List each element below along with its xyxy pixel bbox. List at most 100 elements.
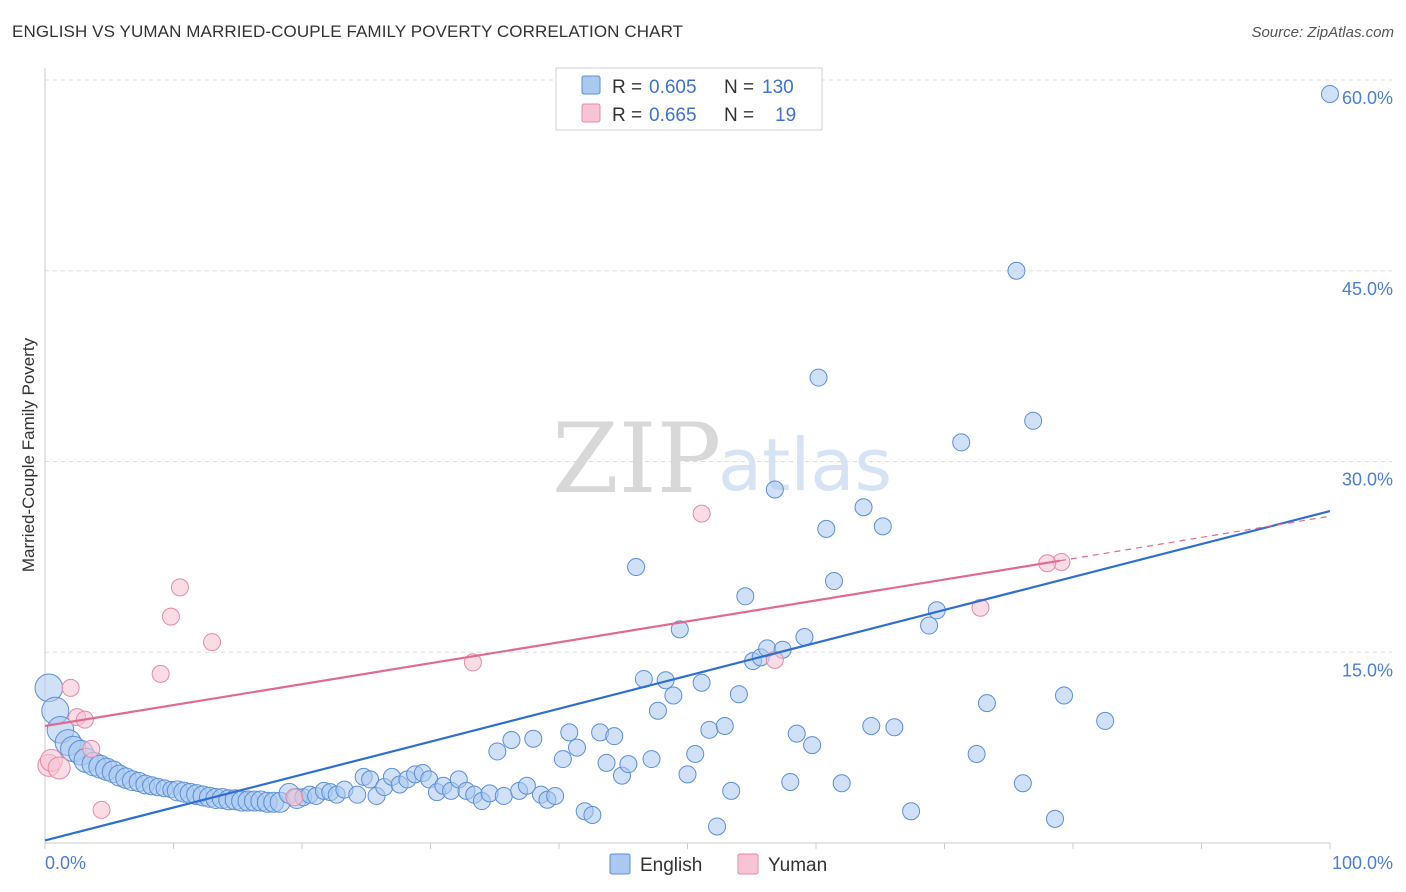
english-point-48: [361, 770, 380, 789]
yuman-point-9: [161, 607, 180, 626]
english-point-107: [795, 627, 814, 646]
english-point-108: [803, 736, 822, 755]
legend-n-value-english: 130: [762, 77, 794, 98]
english-point-94: [700, 720, 719, 739]
english-point-74: [553, 750, 572, 769]
english-point-99: [736, 587, 755, 606]
english-point-109: [809, 368, 828, 387]
english-point-73: [546, 786, 565, 805]
english-point-114: [862, 717, 881, 736]
english-point-122: [977, 694, 996, 713]
english-point-103: [765, 480, 784, 499]
yuman-point-6: [82, 739, 101, 758]
grid-lines: [45, 79, 1392, 653]
english-point-118: [920, 616, 939, 635]
yuman-point-13: [463, 653, 482, 672]
y-tick-label-1: 30.0%: [1342, 470, 1393, 490]
yuman-point-10: [170, 578, 189, 597]
english-point-46: [348, 785, 367, 804]
yuman-swatch: [581, 103, 601, 123]
legend-r-value-english: 0.605: [649, 77, 697, 98]
english-point-65: [488, 742, 507, 761]
english-point-125: [1046, 809, 1065, 828]
legend-n-value-yuman: 19: [775, 105, 796, 126]
yuman-trend-line: [44, 559, 1061, 728]
source-label: Source: ZipAtlas.com: [1251, 24, 1394, 41]
english-point-110: [817, 519, 836, 538]
english-point-70: [524, 729, 543, 748]
chart-title: ENGLISH VS YUMAN MARRIED-COUPLE FAMILY P…: [12, 22, 684, 41]
y-tick-label-3: 60.0%: [1342, 88, 1393, 108]
y-tick-label-0: 15.0%: [1342, 660, 1393, 680]
yuman-point-11: [203, 633, 222, 652]
english-point-97: [722, 781, 741, 800]
yuman-point-12: [285, 788, 304, 807]
yuman-point-2: [47, 756, 71, 780]
english-point-80: [597, 753, 616, 772]
legend-r-label-yuman: R =: [612, 105, 642, 126]
english-point-113: [854, 498, 873, 517]
yuman-point-8: [151, 664, 170, 683]
english-point-67: [502, 730, 521, 749]
watermark: ZIP atlas: [552, 403, 892, 515]
english-trend-line: [44, 510, 1331, 842]
yuman-point-16: [971, 598, 990, 617]
stats-legend: R = 0.605 N = 130 R = 0.665 N = 19: [555, 67, 823, 131]
x-tick-label-1: 100.0%: [1332, 853, 1393, 873]
english-point-69: [517, 776, 536, 795]
english-point-121: [967, 744, 986, 763]
x-tick-label-0: 0.0%: [45, 853, 86, 873]
english-point-90: [670, 620, 689, 639]
legend-r-value-yuman: 0.665: [649, 105, 697, 126]
y-tick-labels: 15.0% 30.0% 45.0% 60.0%: [1342, 88, 1393, 680]
yuman-point-7: [92, 800, 111, 819]
watermark-zip: ZIP: [552, 403, 721, 515]
yuman-point-15: [765, 650, 784, 669]
yuman-points: [37, 504, 1071, 819]
english-point-92: [686, 744, 705, 763]
watermark-atlas: atlas: [718, 423, 892, 507]
english-point-95: [708, 817, 727, 836]
y-axis-label: Married-Couple Family Poverty: [19, 337, 38, 572]
english-point-129: [1321, 84, 1339, 103]
english-point-78: [583, 806, 602, 825]
english-point-115: [873, 517, 892, 536]
english-point-116: [885, 718, 904, 737]
english-point-112: [832, 774, 851, 793]
english-point-111: [824, 572, 843, 591]
legend-n-label-english: N =: [724, 77, 754, 98]
legend-yuman-swatch: [737, 853, 759, 875]
trend-lines: [44, 510, 1331, 842]
yuman-trend-extension: [1060, 515, 1331, 562]
legend-yuman-label: Yuman: [768, 855, 827, 876]
english-swatch: [581, 75, 601, 95]
legend-english-swatch: [609, 853, 631, 875]
english-point-98: [729, 685, 748, 704]
english-point-120: [952, 433, 971, 452]
english-point-89: [664, 686, 683, 705]
legend-english-label: English: [640, 855, 702, 876]
english-point-76: [567, 738, 586, 757]
english-point-105: [781, 772, 800, 791]
english-point-96: [715, 717, 734, 736]
yuman-point-3: [61, 678, 80, 697]
english-point-123: [1013, 774, 1032, 793]
english-point-117: [902, 802, 921, 821]
english-point-93: [692, 673, 711, 692]
english-point-128: [1007, 261, 1026, 280]
english-point-66: [494, 786, 513, 805]
english-point-124: [1024, 411, 1043, 430]
legend-r-label-english: R =: [612, 77, 642, 98]
x-tick-labels: 0.0% 100.0%: [45, 853, 1393, 873]
english-point-127: [1096, 711, 1115, 730]
english-point-86: [642, 750, 661, 769]
english-point-84: [627, 558, 646, 577]
english-point-87: [648, 701, 667, 720]
english-point-126: [1055, 686, 1074, 705]
english-point-83: [619, 755, 638, 774]
series-legend: English Yuman: [609, 853, 827, 876]
english-point-91: [678, 765, 697, 784]
english-point-81: [605, 727, 624, 746]
english-point-106: [787, 724, 806, 743]
